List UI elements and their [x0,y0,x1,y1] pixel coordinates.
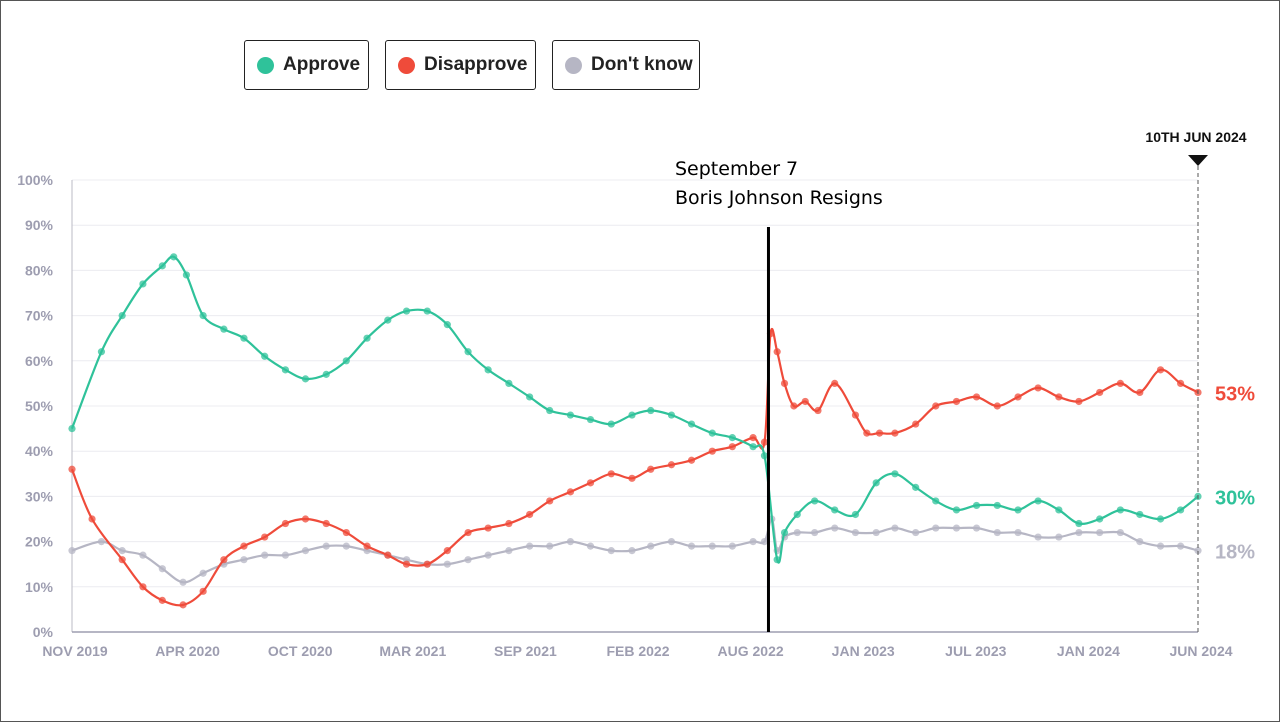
y-tick-label: 0% [33,624,54,640]
event-annotation: September 7 Boris Johnson Resigns [675,155,883,213]
x-tick-label: APR 2020 [155,643,220,659]
x-tick-label: JUN 2024 [1169,643,1232,659]
x-tick-label: JUL 2023 [945,643,1006,659]
annotation-text: Boris Johnson Resigns [675,187,883,209]
y-tick-label: 80% [25,262,54,278]
end-label-approve: 30% [1215,487,1255,509]
end-marker-label: 10TH JUN 2024 [1145,129,1246,145]
y-tick-label: 20% [25,534,54,550]
y-tick-label: 30% [25,488,54,504]
series-disapprove [68,327,1202,609]
y-tick-label: 10% [25,579,54,595]
x-tick-label: MAR 2021 [379,643,446,659]
series-lines [68,253,1202,609]
legend-label-dont-know: Don't know [591,54,693,75]
x-tick-label: JAN 2024 [1057,643,1120,659]
legend-item-dont-know[interactable]: Don't know [552,40,700,90]
data-point [1194,547,1202,555]
y-tick-label: 40% [25,443,54,459]
series-line-disapprove [70,327,1199,607]
disapprove-dot-icon [398,56,415,74]
annotation-date: September 7 [675,158,799,180]
legend-label-disapprove: Disapprove [424,54,528,75]
legend-item-disapprove[interactable]: Disapprove [385,40,536,90]
x-axis: NOV 2019 APR 2020 OCT 2020 MAR 2021 SEP 2021… [42,643,1232,659]
series-don-t-know [68,515,1202,586]
legend-label-approve: Approve [283,54,361,75]
dont-know-dot-icon [565,56,582,74]
x-tick-label: SEP 2021 [494,643,557,659]
series-line-don-t-know [71,517,1199,584]
x-tick-label: JAN 2023 [832,643,895,659]
y-tick-label: 70% [25,308,54,324]
end-label-don-t-know: 18% [1215,542,1255,564]
end-label-disapprove: 53% [1215,383,1255,405]
end-value-labels: 30% 53% 18% [1215,383,1255,563]
y-tick-label: 60% [25,353,54,369]
x-tick-label: FEB 2022 [606,643,669,659]
y-tick-label: 90% [25,217,54,233]
x-tick-label: NOV 2019 [42,643,108,659]
legend-item-approve[interactable]: Approve [244,40,369,90]
x-tick-label: OCT 2020 [268,643,333,659]
gridlines [71,179,1198,633]
series-approve [68,253,1202,564]
x-tick-label: AUG 2022 [718,643,784,659]
y-axis: 0% 10% 20% 30% 40% 50% 60% 70% 80% 90% 100% [17,172,53,640]
end-marker-triangle-icon [1188,155,1208,166]
series-line-approve [70,255,1199,564]
y-tick-label: 100% [17,172,53,188]
approve-dot-icon [257,56,274,74]
y-tick-label: 50% [25,398,54,414]
